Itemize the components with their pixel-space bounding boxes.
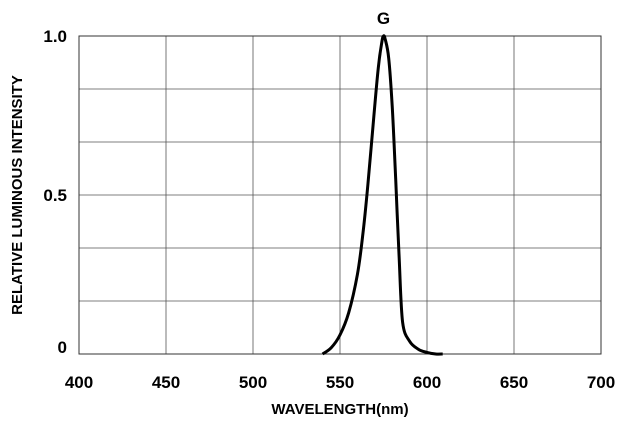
- y-tick-label: 0: [58, 338, 67, 357]
- x-tick-label: 600: [413, 373, 441, 392]
- x-tick-label: 500: [239, 373, 267, 392]
- x-ticks: 400 450 500 550 600 650 700: [65, 373, 615, 392]
- x-tick-label: 700: [587, 373, 615, 392]
- x-tick-label: 650: [500, 373, 528, 392]
- y-axis-title: RELATIVE LUMINOUS INTENSITY: [9, 75, 26, 315]
- plot-frame: [78, 35, 602, 355]
- x-tick-label: 450: [152, 373, 180, 392]
- y-ticks: 0 0.5 1.0: [43, 27, 67, 357]
- grid: [78, 35, 602, 355]
- y-tick-label: 1.0: [43, 27, 67, 46]
- x-tick-label: 550: [326, 373, 354, 392]
- x-axis-title: WAVELENGTH(nm): [271, 401, 408, 418]
- x-tick-label: 400: [65, 373, 93, 392]
- series-line: [321, 34, 443, 356]
- series-label: G: [377, 9, 390, 28]
- series: G: [321, 9, 443, 356]
- y-tick-label: 0.5: [43, 186, 67, 205]
